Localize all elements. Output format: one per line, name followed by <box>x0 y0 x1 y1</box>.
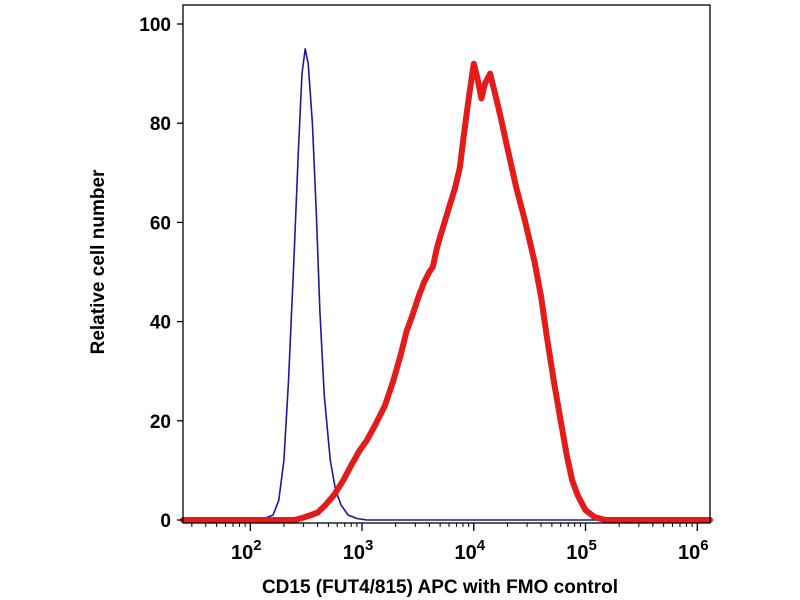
plot-frame <box>182 4 711 524</box>
x-axis-title: CD15 (FUT4/815) APC with FMO control <box>262 577 618 598</box>
x-tick-label: 105 <box>566 537 597 564</box>
series-2-histogram-line <box>180 60 713 523</box>
x-tick-label: 104 <box>454 537 485 564</box>
y-tick-label: 80 <box>150 114 171 135</box>
y-axis-title: Relative cell number <box>88 169 109 354</box>
y-tick-label: 0 <box>160 511 171 532</box>
x-tick-label: 106 <box>678 537 709 564</box>
x-tick-label: 103 <box>343 537 374 564</box>
y-tick-label: 60 <box>150 213 171 234</box>
series-1-histogram-line <box>182 48 711 521</box>
y-tick-label: 100 <box>139 15 171 36</box>
y-tick-label: 40 <box>150 313 171 334</box>
x-tick-label: 102 <box>231 537 262 564</box>
y-tick-label: 20 <box>150 412 171 433</box>
